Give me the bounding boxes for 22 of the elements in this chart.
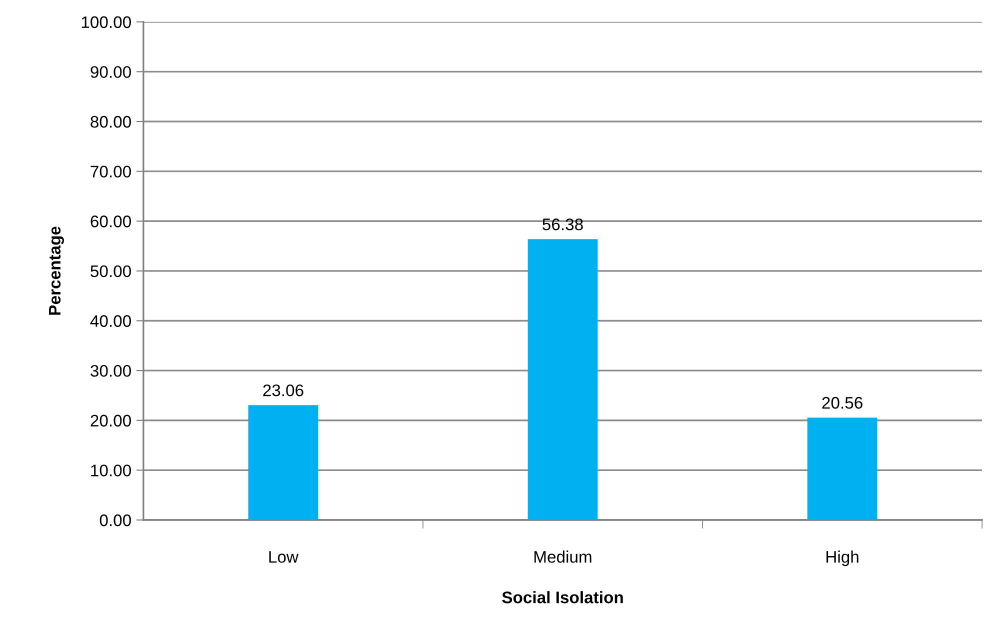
x-tick-label: High [826, 550, 858, 566]
y-tick-label: 90.00 [90, 66, 131, 78]
y-tick-label: 10.00 [91, 464, 131, 476]
data-label: 56.38 [542, 218, 583, 230]
x-tick-label: Low [269, 551, 299, 563]
y-tick-label: 20.00 [90, 414, 131, 427]
bar [807, 418, 878, 520]
y-tick-label: 30.00 [90, 364, 131, 377]
data-label: 23.06 [263, 384, 304, 396]
x-tick-label: Medium [534, 550, 592, 563]
data-label: 20.56 [822, 396, 862, 409]
y-tick-label: 80.00 [90, 116, 131, 128]
y-tick-label: 40.00 [90, 315, 131, 327]
x-axis-title: Social Isolation [502, 591, 623, 604]
bar [248, 405, 318, 520]
bar [528, 239, 598, 520]
y-tick-label: 0.00 [100, 514, 131, 526]
y-tick-label: 70.00 [90, 166, 131, 178]
y-tick-label: 50.00 [90, 265, 131, 278]
y-tick-label: 60.00 [90, 216, 131, 228]
y-axis-title: Percentage [48, 226, 64, 315]
y-tick-label: 100.00 [82, 16, 131, 28]
